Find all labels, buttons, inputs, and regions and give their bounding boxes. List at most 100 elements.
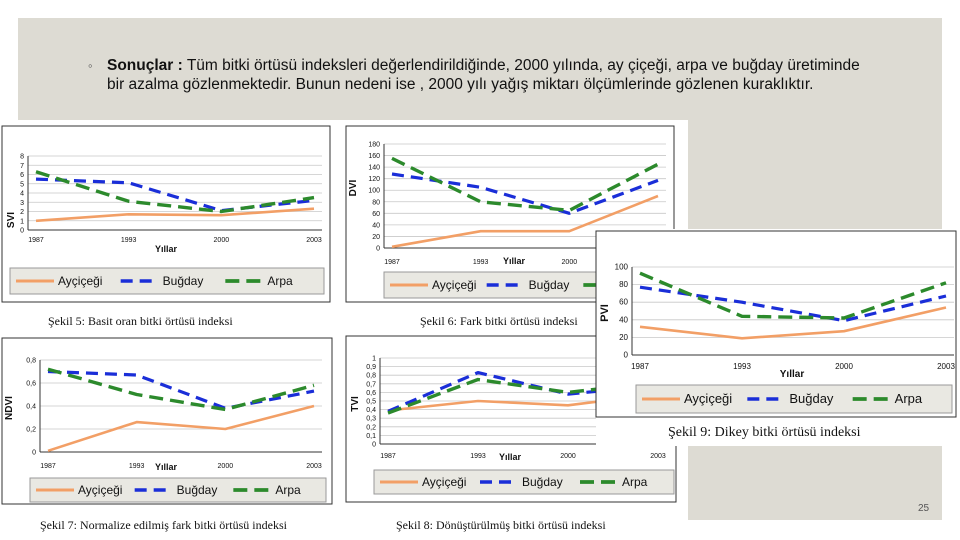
legend-label-aycicegi: Ayçiçeği: [422, 475, 466, 489]
y-tick-label: 0,6: [366, 390, 376, 397]
y-tick-label: 80: [372, 199, 380, 206]
legend-label-bugday: Buğday: [177, 483, 218, 497]
y-tick-label: 0,8: [26, 358, 36, 365]
y-tick-label: 0,7: [366, 381, 376, 388]
series-line-arpa: [391, 156, 659, 213]
y-tick-label: 0,3: [366, 416, 376, 423]
caption-svi: Şekil 5: Basit oran bitki örtüsü indeksi: [48, 314, 233, 328]
x-tick-label: 2003: [306, 237, 322, 244]
y-tick-label: 0: [624, 351, 629, 360]
x-tick-label: 1993: [470, 453, 486, 460]
series-line-bugday: [47, 369, 315, 410]
legend-label-arpa: Arpa: [895, 391, 923, 406]
x-tick-label: 1993: [473, 259, 489, 266]
series-line-arpa: [47, 367, 315, 412]
y-tick-label: 0,4: [366, 407, 376, 414]
x-tick-label: 2000: [835, 362, 853, 371]
series-line-aycicegi: [35, 207, 315, 223]
x-tick-label: 2000: [218, 463, 234, 470]
bullet-marker: ◦: [88, 58, 93, 73]
y-tick-label: 0,5: [366, 399, 376, 406]
y-tick-label: 0: [32, 450, 36, 457]
chart-pvi: 0 20 40 60 80 100 1987 1993 2000 2003 Yıllar PVI Ayç…: [595, 230, 957, 418]
y-tick-label: 0,8: [366, 373, 376, 380]
series-line-arpa: [35, 170, 315, 214]
x-tick-label: 1993: [121, 237, 137, 244]
chart-panel-pvi: 0 20 40 60 80 100 1987 1993 2000 2003 Yıllar PVI Ayç…: [595, 229, 960, 446]
y-tick-label: 100: [615, 263, 629, 272]
legend-label-bugday: Buğday: [529, 278, 570, 292]
y-tick-label: 20: [619, 333, 628, 342]
y-tick-label: 7: [20, 163, 24, 170]
page-number: 25: [918, 503, 930, 514]
x-axis-label: Yıllar: [503, 256, 526, 266]
y-tick-label: 0,2: [366, 424, 376, 431]
legend-label-aycicegi: Ayçiçeği: [78, 483, 122, 497]
y-tick-label: 3: [20, 200, 24, 207]
caption-tvi: Şekil 8: Dönüştürülmüş bitki örtüsü inde…: [396, 518, 606, 532]
x-tick-label: 2000: [562, 259, 578, 266]
legend-label-bugday: Buğday: [522, 475, 563, 489]
y-tick-label: 80: [619, 280, 628, 289]
series-line-aycicegi: [391, 194, 659, 249]
legend-label-bugday: Buğday: [789, 391, 834, 406]
caption-dvi: Şekil 6: Fark bitki örtüsü indeksi: [420, 314, 578, 328]
conclusion-bullet: ◦ Sonuçlar : Tüm bitki örtüsü indeksleri…: [88, 56, 868, 94]
legend-label-aycicegi: Ayçiçeği: [684, 391, 732, 406]
series-line-aycicegi: [47, 404, 315, 453]
chart-panel-svi: 0 1 2 3 4 5 6 7 8 1987 1993 2000 2003 Yıllar SVI Ayçiçe…: [0, 120, 344, 334]
legend-label-arpa: Arpa: [275, 483, 301, 497]
series-line-aycicegi: [639, 306, 947, 340]
legend-box: [373, 469, 675, 495]
x-axis-label: Yıllar: [155, 462, 178, 472]
y-tick-label: 0,9: [366, 364, 376, 371]
legend-label-aycicegi: Ayçiçeği: [58, 274, 102, 288]
legend-box: [635, 384, 953, 414]
y-tick-label: 6: [20, 172, 24, 179]
series-line-bugday: [639, 285, 947, 323]
y-axis-label: DVI: [348, 179, 359, 196]
y-tick-label: 180: [368, 142, 380, 149]
y-tick-label: 140: [368, 165, 380, 172]
x-tick-label: 2003: [306, 463, 322, 470]
chart-frame: [1, 337, 333, 505]
y-tick-label: 0: [20, 228, 24, 235]
y-tick-label: 0: [372, 442, 376, 449]
y-axis-label: TVI: [350, 396, 361, 412]
caption-ndvi: Şekil 7: Normalize edilmiş fark bitki ör…: [40, 518, 287, 532]
y-tick-label: 0,2: [26, 427, 36, 434]
bullet-body: Tüm bitki örtüsü indeksleri değerlendiri…: [107, 57, 860, 93]
y-tick-label: 1: [20, 218, 24, 225]
y-axis-label: PVI: [599, 304, 611, 322]
chart-panel-ndvi: 0 0,2 0,4 0,6 0,8 1987 1993 2000 2003 Yıllar NDVI A…: [0, 334, 344, 540]
y-tick-label: 40: [619, 315, 628, 324]
bullet-heading: Sonuçlar :: [107, 57, 183, 74]
y-tick-label: 20: [372, 234, 380, 241]
x-axis-label: Yıllar: [499, 452, 522, 462]
x-tick-label: 1987: [631, 362, 649, 371]
y-tick-label: 2: [20, 209, 24, 216]
y-tick-label: 0,4: [26, 404, 36, 411]
y-axis-label: NDVI: [4, 396, 15, 420]
y-tick-label: 60: [372, 211, 380, 218]
legend-label-aycicegi: Ayçiçeği: [432, 278, 476, 292]
series-line-arpa: [639, 271, 947, 320]
x-tick-label: 1987: [380, 453, 396, 460]
x-tick-label: 1987: [28, 237, 44, 244]
caption-pvi: Şekil 9: Dikey bitki örtüsü indeksi: [668, 425, 861, 440]
y-tick-label: 40: [372, 222, 380, 229]
bullet-text: Sonuçlar : Tüm bitki örtüsü indeksleri d…: [107, 56, 868, 94]
legend-label-arpa: Arpa: [267, 274, 293, 288]
x-tick-label: 1993: [733, 362, 751, 371]
x-axis-label: Yıllar: [780, 369, 805, 380]
y-tick-label: 120: [368, 176, 380, 183]
x-tick-label: 2003: [937, 362, 955, 371]
chart-panel-tvi: 0 0,1 0,2 0,3 0,4 0,5 0,6 0,7 0,8 0,9 1 1987 1993 200…: [344, 334, 688, 540]
y-tick-label: 4: [20, 191, 24, 198]
y-tick-label: 1: [372, 356, 376, 363]
chart-svi: 0 1 2 3 4 5 6 7 8 1987 1993 2000 2003 Yıllar SVI Ayçiçe…: [1, 125, 331, 303]
y-tick-label: 8: [20, 154, 24, 161]
x-tick-label: 1993: [129, 463, 145, 470]
y-tick-label: 100: [368, 188, 380, 195]
x-tick-label: 1987: [40, 463, 56, 470]
